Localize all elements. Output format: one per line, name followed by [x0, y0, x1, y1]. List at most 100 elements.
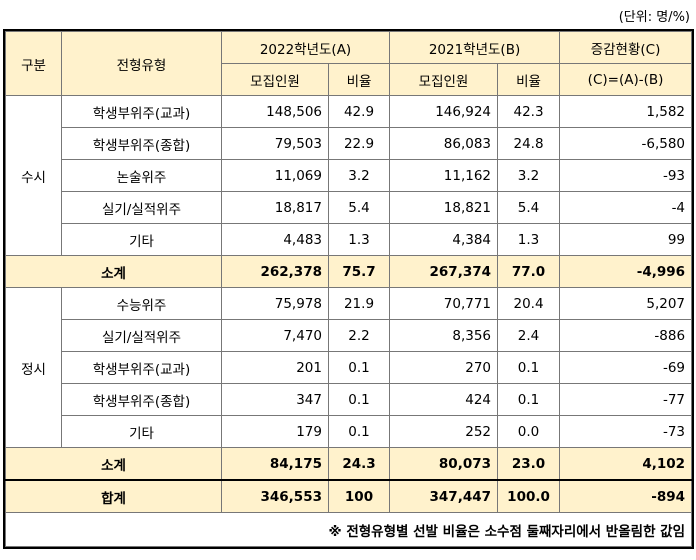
b-ratio-cell: 24.8 — [497, 127, 561, 160]
b-recruits-cell: 270 — [389, 351, 499, 384]
table-row: 학생부위주(교과) 201 0.1 270 0.1 -69 — [6, 351, 693, 384]
a-ratio-cell: 24.3 — [327, 447, 391, 481]
b-ratio-cell: 42.3 — [497, 95, 561, 128]
header-year-b: 2021학년도(B) — [389, 31, 561, 64]
type-cell: 학생부위주(교과) — [61, 95, 222, 128]
a-recruits-cell: 262,378 — [221, 255, 329, 288]
table-row: 기타 4,483 1.3 4,384 1.3 99 — [6, 223, 693, 256]
b-ratio-cell: 20.4 — [497, 287, 561, 320]
b-recruits-cell: 18,821 — [389, 191, 499, 224]
a-recruits-cell: 7,470 — [221, 319, 329, 352]
table-row: 학생부위주(종합) 79,503 22.9 86,083 24.8 -6,580 — [6, 127, 693, 160]
change-cell: 99 — [559, 223, 693, 256]
a-ratio-cell: 0.1 — [327, 383, 391, 416]
unit-note: (단위: 명/%) — [618, 10, 690, 25]
b-ratio-cell: 100.0 — [497, 479, 561, 513]
type-cell: 기타 — [61, 415, 222, 448]
b-ratio-cell: 3.2 — [497, 159, 561, 192]
header-year-a: 2022학년도(A) — [220, 31, 391, 64]
type-cell: 실기/실적위주 — [61, 319, 222, 352]
change-cell: -4 — [559, 191, 693, 224]
type-cell: 학생부위주(교과) — [61, 351, 222, 384]
b-ratio-cell: 23.0 — [497, 447, 561, 481]
a-recruits-cell: 11,069 — [221, 159, 329, 192]
type-cell: 학생부위주(종합) — [61, 127, 222, 160]
a-recruits-cell: 148,506 — [221, 95, 329, 128]
table-row: 실기/실적위주 18,817 5.4 18,821 5.4 -4 — [6, 191, 693, 224]
table-row: 논술위주 11,069 3.2 11,162 3.2 -93 — [6, 159, 693, 192]
b-recruits-cell: 347,447 — [389, 479, 499, 513]
change-cell: -69 — [559, 351, 693, 384]
type-cell: 논술위주 — [61, 159, 222, 192]
type-cell: 실기/실적위주 — [61, 191, 222, 224]
b-recruits-cell: 8,356 — [389, 319, 499, 352]
change-cell: -77 — [559, 383, 693, 416]
change-cell: 1,582 — [559, 95, 693, 128]
b-recruits-cell: 86,083 — [389, 127, 499, 160]
b-ratio-cell: 5.4 — [497, 191, 561, 224]
type-cell: 수능위주 — [61, 287, 222, 320]
type-cell: 기타 — [61, 223, 222, 256]
group-label-susi: 수시 — [5, 95, 62, 256]
change-cell: -73 — [559, 415, 693, 448]
change-cell: -6,580 — [559, 127, 693, 160]
b-ratio-cell: 2.4 — [497, 319, 561, 352]
b-recruits-cell: 424 — [389, 383, 499, 416]
b-ratio-cell: 77.0 — [497, 255, 561, 288]
header-ratio-b: 비율 — [497, 63, 561, 96]
total-row: 합계 346,553 100 347,447 100.0 -894 — [5, 479, 693, 513]
b-recruits-cell: 146,924 — [389, 95, 499, 128]
a-recruits-cell: 84,175 — [221, 447, 329, 481]
subtotal-row-jeongsi: 소계 84,175 24.3 80,073 23.0 4,102 — [5, 447, 693, 481]
footnote: ※ 전형유형별 선발 비율은 소수점 둘째자리에서 반올림한 값임 — [4, 512, 693, 547]
change-cell: -93 — [559, 159, 693, 192]
b-recruits-cell: 252 — [389, 415, 499, 448]
a-ratio-cell: 21.9 — [327, 287, 391, 320]
a-ratio-cell: 1.3 — [327, 223, 391, 256]
a-ratio-cell: 0.1 — [327, 351, 391, 384]
subtotal-row-susi: 소계 262,378 75.7 267,374 77.0 -4,996 — [5, 255, 693, 288]
b-ratio-cell: 1.3 — [497, 223, 561, 256]
header-change-formula: (C)=(A)-(B) — [559, 63, 693, 96]
a-ratio-cell: 100 — [327, 479, 391, 513]
header-type: 전형유형 — [61, 31, 222, 96]
b-ratio-cell: 0.1 — [497, 383, 561, 416]
table-row: 실기/실적위주 7,470 2.2 8,356 2.4 -886 — [6, 319, 693, 352]
footnote-row: ※ 전형유형별 선발 비율은 소수점 둘째자리에서 반올림한 값임 — [4, 512, 693, 547]
header-row-2: 모집인원 비율 모집인원 비율 (C)=(A)-(B) — [6, 63, 693, 96]
a-recruits-cell: 201 — [221, 351, 329, 384]
a-ratio-cell: 22.9 — [327, 127, 391, 160]
change-cell: 5,207 — [559, 287, 693, 320]
b-recruits-cell: 80,073 — [389, 447, 499, 481]
header-recruits-a: 모집인원 — [221, 63, 329, 96]
b-recruits-cell: 11,162 — [389, 159, 499, 192]
change-cell: -4,996 — [559, 255, 693, 288]
table-row: 정시 수능위주 75,978 21.9 70,771 20.4 5,207 — [5, 287, 693, 448]
b-recruits-cell: 4,384 — [389, 223, 499, 256]
a-recruits-cell: 79,503 — [221, 127, 329, 160]
total-label: 합계 — [5, 479, 222, 513]
type-cell: 학생부위주(종합) — [61, 383, 222, 416]
header-ratio-a: 비율 — [327, 63, 391, 96]
a-ratio-cell: 42.9 — [327, 95, 391, 128]
a-recruits-cell: 347 — [221, 383, 329, 416]
a-recruits-cell: 346,553 — [221, 479, 329, 513]
admissions-table: 구분 전형유형 2022학년도(A) 2021학년도(B) 증감현황(C) 모집… — [2, 29, 695, 549]
table-row: 기타 179 0.1 252 0.0 -73 — [6, 415, 693, 448]
change-cell: -894 — [559, 479, 693, 513]
table-row: 학생부위주(종합) 347 0.1 424 0.1 -77 — [6, 383, 693, 416]
header-recruits-b: 모집인원 — [389, 63, 499, 96]
a-recruits-cell: 18,817 — [221, 191, 329, 224]
a-ratio-cell: 2.2 — [327, 319, 391, 352]
a-ratio-cell: 5.4 — [327, 191, 391, 224]
a-ratio-cell: 0.1 — [327, 415, 391, 448]
b-ratio-cell: 0.1 — [497, 351, 561, 384]
b-recruits-cell: 267,374 — [389, 255, 499, 288]
b-ratio-cell: 0.0 — [497, 415, 561, 448]
a-recruits-cell: 179 — [221, 415, 329, 448]
subtotal-label: 소계 — [5, 255, 222, 288]
header-row-1: 구분 전형유형 2022학년도(A) 2021학년도(B) 증감현황(C) — [5, 31, 693, 96]
a-recruits-cell: 75,978 — [221, 287, 329, 320]
a-recruits-cell: 4,483 — [221, 223, 329, 256]
table-row: 수시 학생부위주(교과) 148,506 42.9 146,924 42.3 1… — [5, 95, 693, 256]
